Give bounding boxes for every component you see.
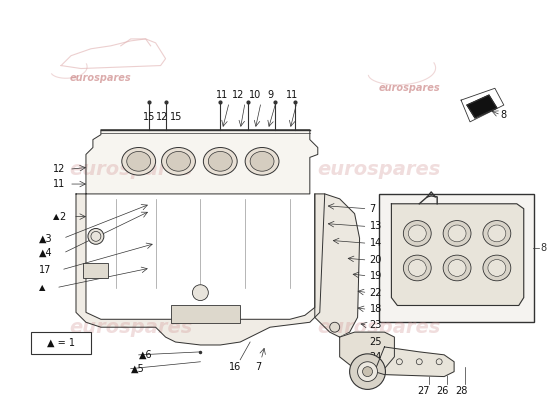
Bar <box>379 194 534 322</box>
Polygon shape <box>86 130 318 194</box>
Circle shape <box>358 362 377 382</box>
Polygon shape <box>375 347 454 376</box>
Circle shape <box>88 228 104 244</box>
Ellipse shape <box>126 152 151 171</box>
Text: 21: 21 <box>370 367 382 377</box>
Text: 7: 7 <box>255 362 261 372</box>
Ellipse shape <box>403 220 431 246</box>
Polygon shape <box>340 332 394 372</box>
Text: 17: 17 <box>39 265 52 275</box>
Ellipse shape <box>408 260 426 276</box>
Circle shape <box>350 354 386 389</box>
Text: 27: 27 <box>417 386 430 396</box>
Text: ▲3: ▲3 <box>39 233 53 243</box>
Text: eurospares: eurospares <box>69 160 192 179</box>
Text: ▲6: ▲6 <box>139 350 152 360</box>
Text: 12: 12 <box>156 112 169 122</box>
Ellipse shape <box>448 260 466 276</box>
Circle shape <box>192 285 208 300</box>
Text: eurospares: eurospares <box>70 73 131 83</box>
Text: 28: 28 <box>455 386 468 396</box>
Ellipse shape <box>448 225 466 242</box>
Ellipse shape <box>443 255 471 281</box>
Ellipse shape <box>408 225 426 242</box>
Text: 25: 25 <box>370 337 382 347</box>
Text: 9: 9 <box>267 90 273 100</box>
Circle shape <box>362 367 372 376</box>
Ellipse shape <box>483 255 511 281</box>
Text: 19: 19 <box>370 271 382 281</box>
Ellipse shape <box>488 225 506 242</box>
Text: 15: 15 <box>142 112 155 122</box>
Ellipse shape <box>162 148 195 175</box>
Text: 11: 11 <box>286 90 298 100</box>
Bar <box>170 306 240 323</box>
Text: 8: 8 <box>501 110 507 120</box>
Polygon shape <box>315 194 360 337</box>
Text: ▲4: ▲4 <box>39 248 53 258</box>
Text: eurospares: eurospares <box>318 160 441 179</box>
Text: eurospares: eurospares <box>69 318 192 337</box>
Text: 11: 11 <box>216 90 228 100</box>
Text: 20: 20 <box>370 255 382 265</box>
Bar <box>31 332 91 354</box>
Text: 11: 11 <box>53 179 65 189</box>
Polygon shape <box>392 204 524 306</box>
Polygon shape <box>76 194 324 345</box>
Ellipse shape <box>488 260 506 276</box>
Text: 2: 2 <box>59 212 65 222</box>
Ellipse shape <box>403 255 431 281</box>
Text: eurospares: eurospares <box>318 318 441 337</box>
Text: 15: 15 <box>170 112 183 122</box>
Text: 8: 8 <box>541 243 547 253</box>
Text: 18: 18 <box>370 304 382 314</box>
Text: 13: 13 <box>370 222 382 232</box>
Text: 23: 23 <box>370 320 382 330</box>
Text: 7: 7 <box>370 204 376 214</box>
Ellipse shape <box>122 148 156 175</box>
Ellipse shape <box>208 152 232 171</box>
Text: 12: 12 <box>53 164 65 174</box>
Text: 10: 10 <box>249 90 261 100</box>
Text: ▲: ▲ <box>53 212 59 221</box>
Text: 12: 12 <box>232 90 244 100</box>
Text: ▲ = 1: ▲ = 1 <box>47 338 75 348</box>
Text: 16: 16 <box>229 362 241 372</box>
Text: 22: 22 <box>370 288 382 298</box>
Bar <box>83 263 108 278</box>
Text: ▲: ▲ <box>39 283 46 292</box>
Text: 24: 24 <box>370 352 382 362</box>
Ellipse shape <box>483 220 511 246</box>
Ellipse shape <box>443 220 471 246</box>
Polygon shape <box>467 95 497 118</box>
Circle shape <box>329 322 340 332</box>
Ellipse shape <box>245 148 279 175</box>
Ellipse shape <box>167 152 190 171</box>
Text: 26: 26 <box>436 386 448 396</box>
Ellipse shape <box>204 148 237 175</box>
Text: ▲5: ▲5 <box>131 364 145 374</box>
Text: 14: 14 <box>370 238 382 248</box>
Ellipse shape <box>250 152 274 171</box>
Text: eurospares: eurospares <box>378 83 440 93</box>
